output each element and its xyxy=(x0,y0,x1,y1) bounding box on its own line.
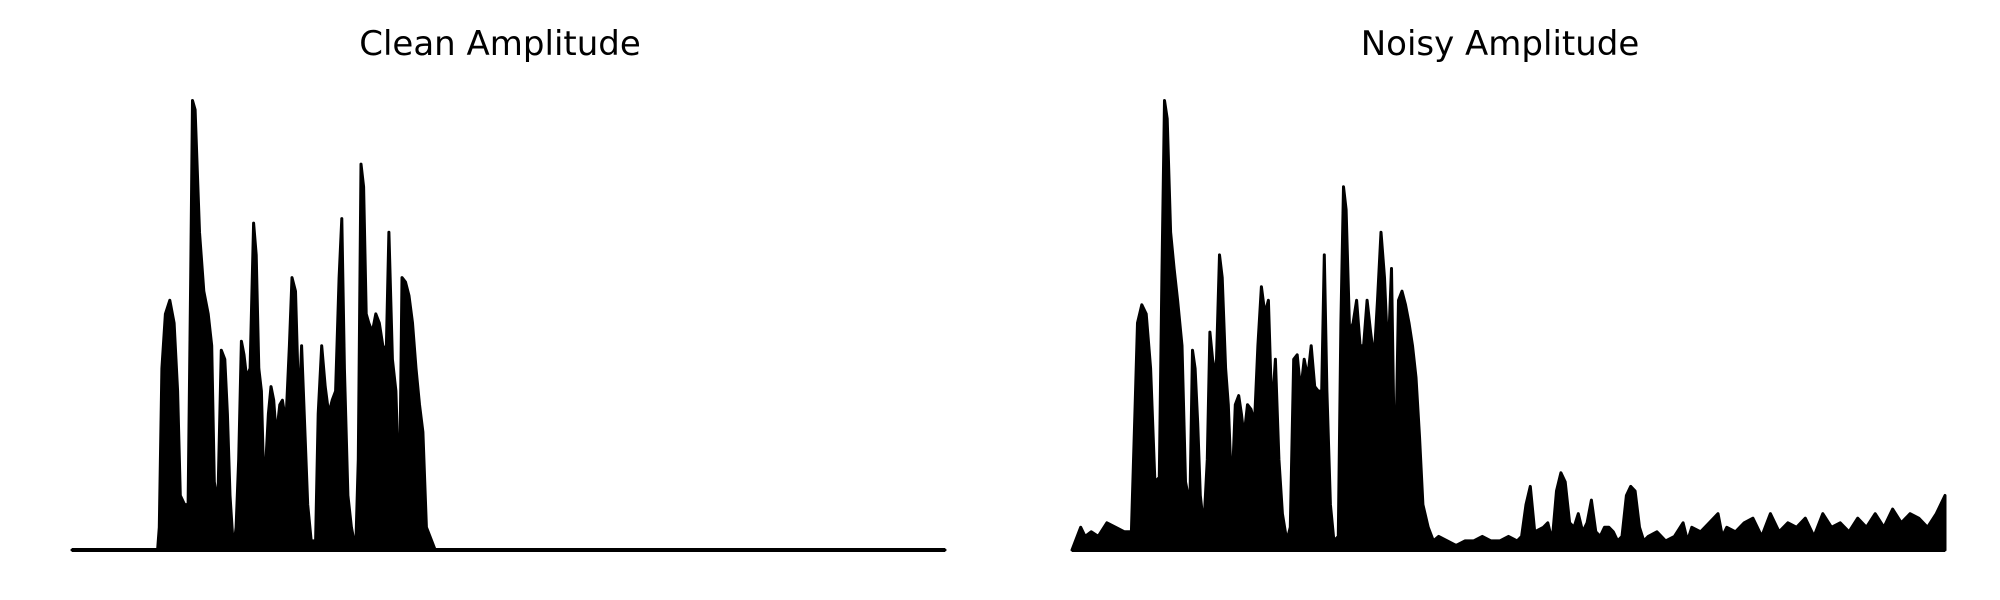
chart-panel-clean: Clean Amplitude xyxy=(70,24,947,552)
chart-panel-noisy: Noisy Amplitude xyxy=(1000,0,2000,600)
waveform-plot-clean xyxy=(70,99,947,552)
chart-title: Noisy Amplitude xyxy=(1360,24,1640,64)
amplitude-series-0 xyxy=(70,99,947,552)
waveform-plot-noisy xyxy=(1070,99,1947,552)
amplitude-series-0 xyxy=(1070,99,1947,552)
chart-title: Clean Amplitude xyxy=(359,24,641,64)
